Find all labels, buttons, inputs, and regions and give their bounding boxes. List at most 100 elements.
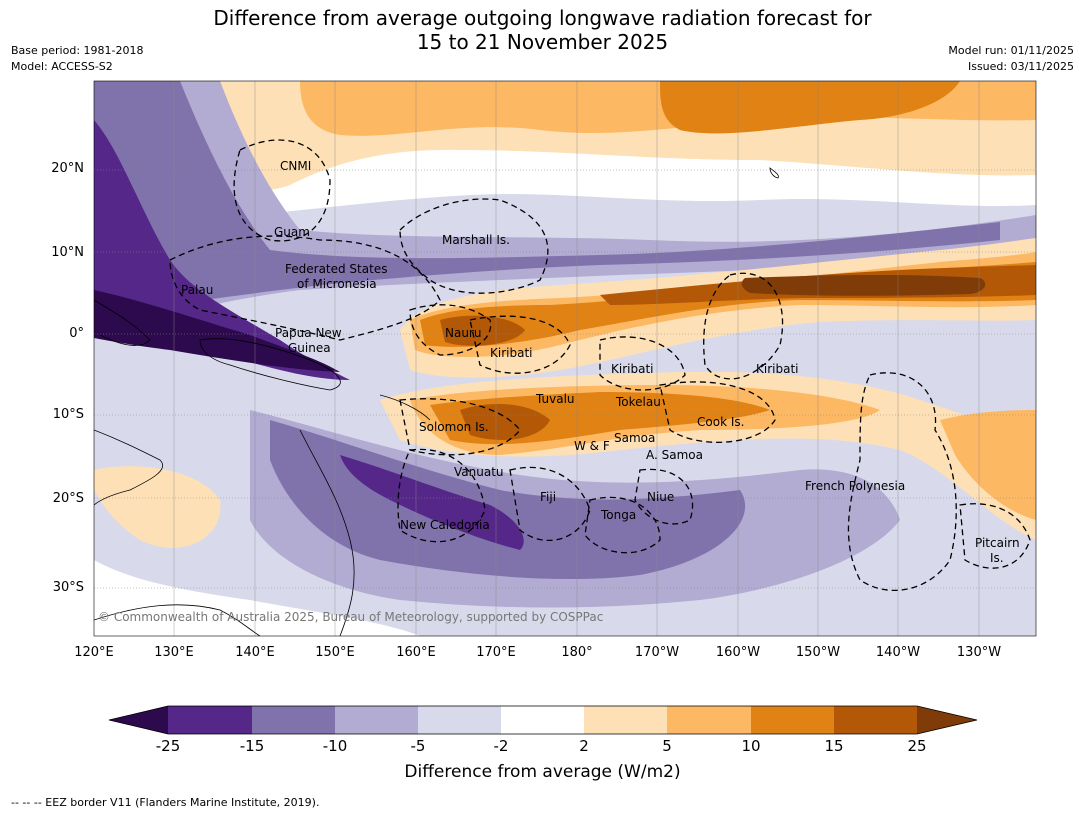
field-brown-nauru	[440, 315, 525, 346]
label-fsm-1: Federated States	[285, 262, 387, 276]
label-kiribati-west: Kiribati	[490, 346, 532, 360]
field-mid-purple-north	[94, 81, 1000, 310]
colorbar-swatch-p2-5	[584, 706, 667, 734]
label-kiribati-east: Kiribati	[756, 362, 798, 376]
lat-label-1: 10°N	[51, 245, 84, 260]
colorbar-tick-3: -5	[410, 737, 426, 755]
label-pitcairn-2: Is.	[990, 551, 1004, 565]
title-line-2: 15 to 21 November 2025	[416, 30, 669, 54]
coast-indonesia	[94, 299, 151, 346]
lon-label-10: 140°W	[875, 645, 921, 660]
label-tuvalu: Tuvalu	[535, 392, 575, 406]
lon-label-8: 160°W	[715, 645, 761, 660]
eez-footnote: -- -- -- EEZ border V11 (Flanders Marine…	[11, 796, 320, 809]
colorbar-swatch-n2-2	[501, 706, 584, 734]
colorbar-tick-7: 10	[741, 737, 761, 755]
field-darkest-purple-west	[94, 290, 340, 372]
meta-right: Model run: 01/11/2025 Issued: 03/11/2025	[948, 43, 1074, 75]
label-tokelau: Tokelau	[615, 395, 661, 409]
label-vanuatu: Vanuatu	[454, 465, 504, 479]
colorbar-swatch-n5-2	[418, 706, 501, 734]
copyright-notice: © Commonwealth of Australia 2025, Bureau…	[98, 610, 603, 624]
field-deep-purple-south	[340, 455, 524, 550]
coastlines	[94, 167, 779, 636]
lon-label-0: 120°E	[74, 645, 114, 660]
label-american-samoa: A. Samoa	[646, 448, 703, 462]
colorbar-tick-5: 2	[579, 737, 589, 755]
field-brown-solomon	[460, 404, 550, 440]
lon-label-6: 180°	[561, 645, 593, 660]
colorbar-swatch-p10-15	[751, 706, 834, 734]
label-wallis-futuna: W & F	[574, 439, 610, 453]
colorbar-swatch-gt25	[917, 706, 977, 734]
issued-date: Issued: 03/11/2025	[967, 60, 1074, 73]
lat-label-0: 20°N	[51, 161, 84, 176]
lon-label-5: 170°E	[476, 645, 516, 660]
label-french-polynesia: French Polynesia	[805, 479, 905, 493]
label-cook: Cook Is.	[697, 415, 744, 429]
coast-australia-south	[94, 604, 261, 636]
eez-solomon	[399, 398, 521, 456]
eez-nauru	[409, 304, 492, 356]
lon-label-7: 170°W	[634, 645, 680, 660]
coast-australia-nw	[94, 429, 163, 506]
colorbar-swatch-lt25	[109, 706, 168, 734]
field-light-orange-australia	[94, 466, 221, 548]
field-dark-orange-north	[660, 81, 960, 134]
coast-hawaii	[769, 167, 779, 179]
label-tonga: Tonga	[600, 508, 636, 522]
label-marshall: Marshall Is.	[442, 233, 510, 247]
colorbar-swatch-n10-5	[335, 706, 418, 734]
label-fsm-2: of Micronesia	[297, 277, 377, 291]
label-png-2: Guinea	[288, 341, 331, 355]
label-new-caledonia: New Caledonia	[400, 518, 490, 532]
eez-fiji	[509, 466, 591, 542]
label-fiji: Fiji	[540, 490, 556, 504]
colorbar-swatch-n25-15	[168, 706, 252, 734]
label-pitcairn-1: Pitcairn	[975, 536, 1020, 550]
field-mid-purple-south	[270, 420, 746, 580]
eez-kiribati-east	[703, 272, 784, 380]
lat-label-2: 0°	[69, 326, 84, 341]
place-labels: CNMI Guam Marshall Is. Federated States …	[181, 159, 1020, 565]
meta-left: Base period: 1981-2018 Model: ACCESS-S2	[11, 43, 143, 75]
label-solomon: Solomon Is.	[419, 420, 489, 434]
field-darkest-brown-equator	[741, 274, 986, 296]
label-nauru: Nauru	[445, 326, 481, 340]
coast-australia-east	[299, 429, 355, 636]
colorbar-swatch-n15-10	[252, 706, 335, 734]
colorbar-tick-4: -2	[493, 737, 509, 755]
lon-label-11: 130°W	[956, 645, 1002, 660]
colorbar-swatch-p5-10	[667, 706, 751, 734]
anomaly-field	[94, 81, 1036, 636]
eez-borders	[169, 139, 1031, 592]
colorbar-tick-6: 5	[662, 737, 672, 755]
colorbar-tick-9: 25	[907, 737, 927, 755]
eez-cook	[659, 381, 776, 443]
eez-french-polynesia	[847, 372, 957, 592]
map-frame	[93, 80, 1037, 637]
eez-kiribati-west	[469, 315, 571, 374]
eez-kiribati-central	[599, 336, 686, 391]
label-niue: Niue	[647, 490, 674, 504]
base-period: Base period: 1981-2018	[11, 44, 144, 57]
colorbar-outline	[108, 705, 978, 735]
lat-label-4: 20°S	[52, 491, 84, 506]
eez-pitcairn	[959, 503, 1031, 569]
eez-micronesia	[169, 235, 441, 341]
eez-marshall	[399, 198, 549, 294]
eez-tonga	[584, 496, 661, 554]
lon-label-1: 130°E	[154, 645, 194, 660]
eez-cnmi	[233, 139, 331, 242]
model-name: Model: ACCESS-S2	[11, 60, 113, 73]
field-white-south	[94, 560, 420, 636]
colorbar-title: Difference from average (W/m2)	[404, 762, 681, 782]
colorbar-tick-0: -25	[155, 737, 181, 755]
lon-label-3: 150°E	[315, 645, 355, 660]
field-orange-east	[940, 410, 1036, 520]
lon-label-2: 140°E	[235, 645, 275, 660]
label-palau: Palau	[181, 283, 213, 297]
label-kiribati-central: Kiribati	[611, 362, 653, 376]
lon-label-9: 150°W	[795, 645, 841, 660]
colorbar-tick-2: -10	[322, 737, 348, 755]
